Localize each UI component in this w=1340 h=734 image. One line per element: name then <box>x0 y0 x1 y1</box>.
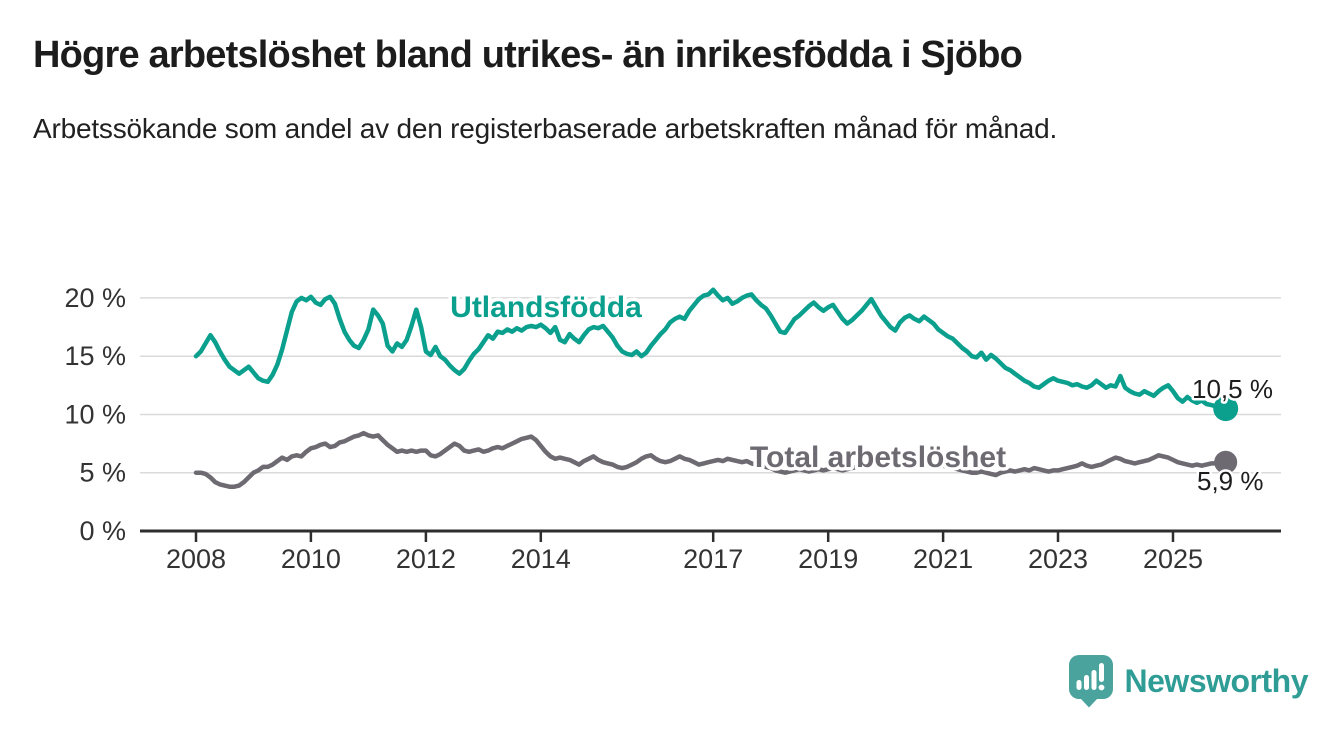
x-tick-label: 2017 <box>683 544 743 574</box>
x-tick-label: 2021 <box>913 544 973 574</box>
x-tick-label: 2025 <box>1143 544 1203 574</box>
y-tick-label: 10 % <box>64 400 126 430</box>
series-end-value: 10,5 % <box>1192 374 1273 404</box>
x-tick-label: 2023 <box>1028 544 1088 574</box>
series-end-dot <box>1213 396 1239 422</box>
chart-subtitle: Arbetssökande som andel av den registerb… <box>33 112 1058 144</box>
series-end-value: 5,9 % <box>1197 466 1264 496</box>
x-tick-label: 2012 <box>396 544 456 574</box>
series-label: Utlandsfödda <box>450 291 642 324</box>
y-tick-label: 20 % <box>64 283 126 313</box>
series-label: Total arbetslöshet <box>750 441 1006 474</box>
newsworthy-logo: Newsworthy <box>1068 654 1309 708</box>
newsworthy-logo-text: Newsworthy <box>1124 662 1309 699</box>
y-tick-label: 0 % <box>79 516 126 546</box>
x-tick-label: 2019 <box>798 544 858 574</box>
series-line-utlandsfodda <box>193 287 1228 411</box>
newsworthy-bubble-icon <box>1068 655 1113 708</box>
series-line-total <box>193 430 1228 489</box>
y-tick-label: 15 % <box>64 341 126 371</box>
x-tick-label: 2008 <box>166 544 226 574</box>
x-tick-label: 2010 <box>281 544 341 574</box>
y-tick-label: 5 % <box>79 458 126 488</box>
x-tick-label: 2014 <box>511 544 571 574</box>
chart-title: Högre arbetslöshet bland utrikes- än inr… <box>33 34 1023 76</box>
chart-header: Högre arbetslöshet bland utrikes- än inr… <box>33 0 1313 152</box>
series-end-dot <box>1214 450 1238 474</box>
